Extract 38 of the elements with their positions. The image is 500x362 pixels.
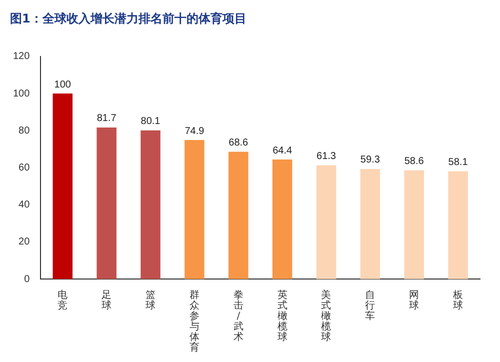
bar: [140, 130, 160, 279]
bar: [228, 152, 248, 279]
x-tick-label: 板球: [452, 288, 464, 312]
data-label: 74.9: [184, 126, 205, 137]
x-tick-label: 网球: [409, 290, 420, 312]
y-tick-label: 80: [18, 125, 30, 136]
data-label: 80.1: [140, 116, 161, 128]
data-label: 61.3: [316, 151, 336, 162]
x-tick-label: 篮球: [146, 290, 156, 312]
data-label: 64.4: [272, 145, 292, 156]
y-tick-label: 20: [18, 236, 30, 248]
chart-title: 图1：全球收入增长潜力排名前十的体育项目: [10, 11, 246, 26]
y-tick-label: 0: [24, 274, 30, 285]
x-tick-label: 英式橄榄球: [277, 288, 288, 343]
bar: [316, 165, 336, 279]
data-label: 100: [54, 79, 72, 90]
x-tick-label: 群众参与体育: [189, 288, 200, 354]
data-label: 58.6: [404, 156, 424, 168]
x-tick-label: 自行车: [365, 288, 376, 322]
bar: [96, 127, 116, 279]
x-tick-label: 拳击/武术: [233, 290, 244, 343]
x-tick-label: 足球: [102, 290, 112, 312]
bar: [52, 94, 73, 279]
x-tick-label: 美式橄榄球: [321, 288, 332, 343]
data-label: 81.7: [96, 113, 117, 124]
bar: [448, 171, 468, 279]
data-label: 68.6: [228, 137, 249, 148]
bar: [360, 169, 380, 279]
bar: [184, 140, 204, 279]
x-tick-label: 电竞: [58, 288, 68, 312]
y-tick-label: 60: [18, 162, 30, 174]
y-tick-label: 120: [12, 51, 30, 62]
y-tick-label: 100: [12, 88, 30, 100]
bar: [404, 170, 424, 279]
data-label: 58.1: [448, 156, 468, 168]
y-tick-label: 40: [18, 200, 30, 211]
bar: [272, 160, 292, 279]
data-label: 59.3: [360, 154, 380, 166]
